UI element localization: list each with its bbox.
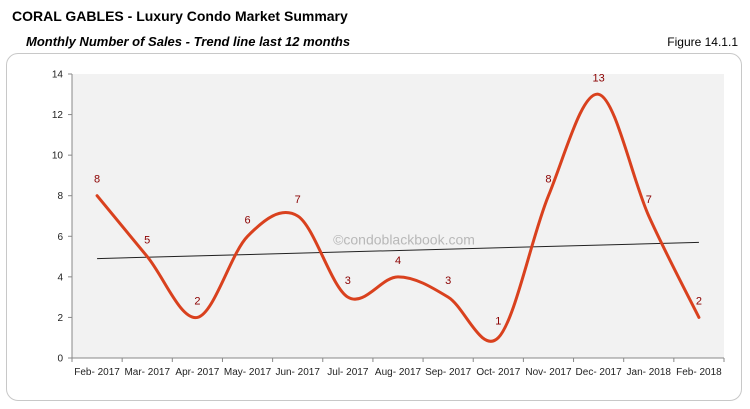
x-axis: Feb- 2017 Mar- 2017 Apr- 2017 May- 2017 Jun-…: [71, 357, 725, 378]
y-axis: 0 2 4 6 8 10 12 14: [52, 70, 73, 365]
figure-number: Figure 14.1.1: [667, 35, 738, 49]
data-label: 4: [395, 255, 401, 267]
y-tick-label: 14: [52, 70, 64, 81]
data-labels: 8 5 2 6 7 3 4 3 1 8 13 7 2: [94, 72, 702, 327]
y-tick-label: 6: [57, 232, 63, 243]
y-tick-label: 0: [57, 354, 63, 365]
x-tick-label: Jul- 2017: [327, 367, 369, 378]
data-point: [647, 214, 651, 218]
series-line: [95, 92, 701, 343]
x-tick-label: Nov- 2017: [525, 367, 572, 378]
x-tick-label: Oct- 2017: [476, 367, 520, 378]
x-tick-label: May- 2017: [224, 367, 272, 378]
data-point: [145, 255, 149, 259]
plot-area: [72, 74, 724, 358]
data-point: [346, 295, 350, 299]
y-tick-label: 10: [52, 151, 64, 162]
data-label: 3: [345, 275, 351, 287]
trend-line: [97, 241, 699, 260]
x-tick-label: Mar- 2017: [124, 367, 170, 378]
data-label: 7: [646, 194, 652, 206]
x-tick-label: Feb- 2017: [74, 367, 120, 378]
data-point: [95, 194, 99, 198]
y-tick-label: 2: [57, 313, 63, 324]
data-point: [697, 315, 701, 319]
y-tick-label: 4: [57, 272, 63, 283]
data-label: 6: [244, 214, 250, 226]
data-point: [195, 315, 199, 319]
data-label: 5: [144, 235, 150, 247]
watermark: ©condoblackbook.com: [333, 231, 475, 247]
y-tick-label: 12: [52, 110, 64, 121]
data-label: 2: [194, 295, 200, 307]
x-tick-label: Sep- 2017: [425, 367, 472, 378]
page-title: CORAL GABLES - Luxury Condo Market Summa…: [12, 8, 348, 24]
data-label: 13: [592, 72, 604, 84]
data-point: [396, 275, 400, 279]
x-tick-label: Feb- 2018: [676, 367, 722, 378]
data-point: [546, 194, 550, 198]
data-label: 3: [445, 275, 451, 287]
data-point: [246, 234, 250, 238]
data-point: [496, 336, 500, 340]
x-tick-label: Apr- 2017: [175, 367, 219, 378]
x-tick-label: Dec- 2017: [576, 367, 623, 378]
data-label: 2: [696, 295, 702, 307]
x-tick-label: Aug- 2017: [375, 367, 422, 378]
data-point: [446, 295, 450, 299]
data-label: 8: [94, 174, 100, 186]
data-point: [597, 92, 601, 96]
chart-subtitle: Monthly Number of Sales - Trend line las…: [26, 34, 351, 49]
data-label: 8: [545, 174, 551, 186]
x-tick-label: Jun- 2017: [275, 367, 320, 378]
x-tick-label: Jan- 2018: [627, 367, 672, 378]
data-point: [296, 214, 300, 218]
data-label: 7: [295, 194, 301, 206]
y-tick-label: 8: [57, 191, 63, 202]
data-label: 1: [495, 316, 501, 328]
